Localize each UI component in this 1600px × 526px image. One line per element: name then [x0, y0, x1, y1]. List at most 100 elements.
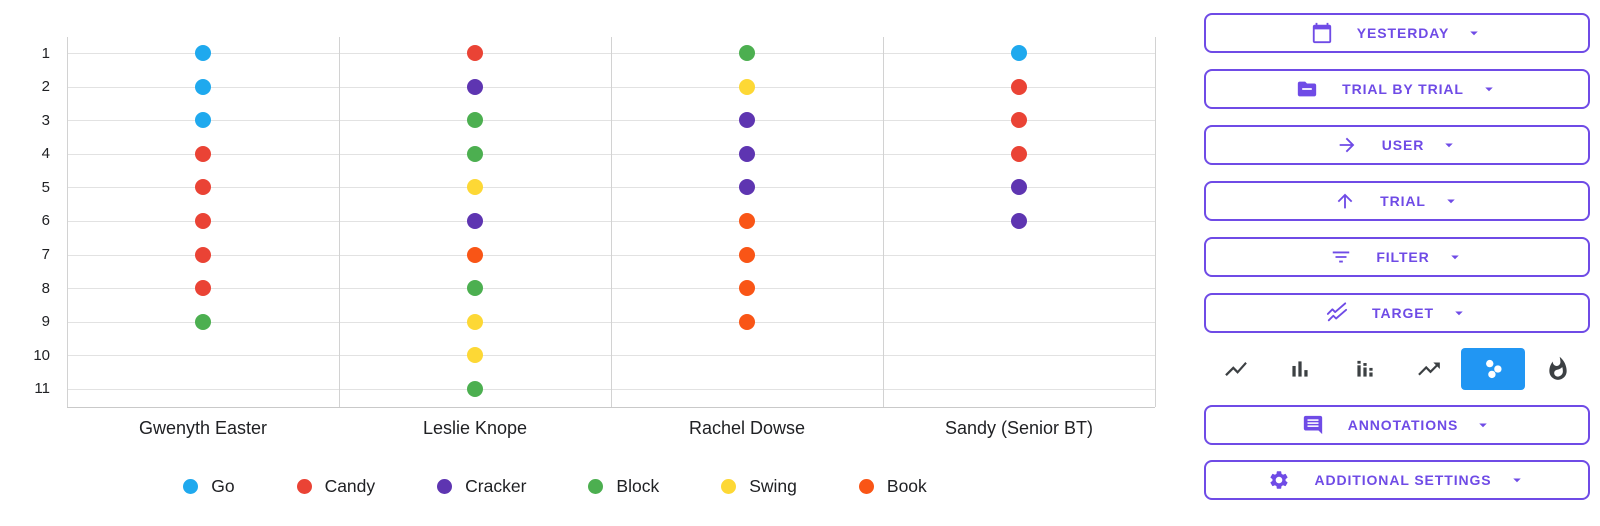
data-dot[interactable] [467, 145, 483, 162]
data-dot[interactable] [1011, 45, 1027, 62]
data-dot[interactable] [739, 112, 755, 129]
row-label: 3 [41, 111, 50, 129]
data-dot[interactable] [739, 179, 755, 196]
legend-dot [296, 479, 312, 494]
v-gridline [339, 37, 340, 407]
legend-item[interactable]: Book [858, 476, 927, 497]
data-dot[interactable] [195, 45, 211, 62]
target-label: TARGET [1372, 305, 1434, 321]
data-dot[interactable] [467, 45, 483, 62]
column-label: Rachel Dowse [688, 418, 806, 438]
legend-item[interactable]: Cracker [437, 476, 526, 497]
data-dot[interactable] [467, 380, 483, 397]
chevron-down-icon [1442, 192, 1460, 210]
chevron-down-icon [1465, 24, 1483, 42]
v-gridline [883, 37, 884, 407]
legend-item[interactable]: Block [588, 476, 659, 497]
x-axis-line [67, 407, 1155, 408]
row-label: 5 [41, 178, 50, 196]
column-label: Sandy (Senior BT) [944, 418, 1094, 438]
trial-by-trial-label: TRIAL BY TRIAL [1342, 81, 1464, 97]
legend-label: Swing [749, 476, 797, 496]
data-dot[interactable] [467, 112, 483, 129]
data-dot[interactable] [195, 145, 211, 162]
data-dot[interactable] [1011, 112, 1027, 129]
row-label: 2 [41, 78, 50, 96]
data-dot[interactable] [1011, 179, 1027, 196]
row-label: 4 [41, 145, 50, 163]
legend-dot [588, 479, 604, 494]
trial-label: TRIAL [1380, 193, 1426, 209]
legend-item[interactable]: Candy [296, 476, 376, 497]
annotations-button[interactable]: ANNOTATIONS [1204, 405, 1590, 445]
data-dot[interactable] [195, 313, 211, 330]
legend-dot [183, 479, 199, 494]
gear-icon [1268, 469, 1290, 491]
line-chart-icon[interactable] [1204, 346, 1268, 392]
bar-chart-icon[interactable] [1268, 346, 1332, 392]
legend-label: Book [886, 476, 927, 496]
data-dot[interactable] [467, 313, 483, 330]
data-dot[interactable] [739, 45, 755, 62]
chevron-down-icon [1450, 304, 1468, 322]
data-dot[interactable] [739, 313, 755, 330]
legend-dot [721, 479, 737, 494]
row-label: 6 [41, 212, 50, 230]
user-button[interactable]: USER [1204, 125, 1590, 165]
data-dot[interactable] [739, 78, 755, 95]
data-dot[interactable] [739, 212, 755, 229]
data-dot[interactable] [739, 280, 755, 297]
data-dot[interactable] [467, 347, 483, 364]
trial-scatter-chart: 1 2 3 4 5 6 7 8 9 10 11 Gwenyth Easter Leslie Knope… [33, 37, 1156, 497]
row-label: 7 [41, 246, 50, 263]
filter-button[interactable]: FILTER [1204, 237, 1590, 277]
legend-label: Cracker [465, 476, 527, 496]
user-label: USER [1381, 137, 1425, 153]
data-dot[interactable] [195, 280, 211, 297]
data-dot[interactable] [195, 112, 211, 129]
flame-icon[interactable] [1526, 346, 1590, 392]
chevron-down-icon [1440, 136, 1458, 154]
chevron-down-icon [1508, 471, 1526, 489]
chart-type-selector [1204, 346, 1590, 392]
annotations-label: ANNOTATIONS [1347, 417, 1459, 433]
chevron-down-icon [1480, 80, 1498, 98]
arrow-up-icon [1334, 190, 1356, 212]
scatter-chart-icon[interactable] [1461, 346, 1526, 392]
chevron-down-icon [1446, 248, 1464, 266]
data-dot[interactable] [467, 280, 483, 297]
data-dot[interactable] [467, 179, 483, 196]
target-button[interactable]: TARGET [1204, 293, 1590, 333]
yesterday-label: YESTERDAY [1356, 25, 1450, 41]
data-dot[interactable] [195, 212, 211, 229]
segmented-bar-chart-icon[interactable] [1333, 346, 1397, 392]
data-dot[interactable] [195, 246, 211, 263]
settings-panel: YESTERDAY TRIAL BY TRIAL USER [1160, 0, 1600, 526]
row-label: 8 [41, 279, 50, 297]
trial-by-trial-button[interactable]: TRIAL BY TRIAL [1204, 69, 1590, 109]
selected-chart-type-tile [1461, 348, 1526, 390]
data-dot[interactable] [1011, 145, 1027, 162]
data-dot[interactable] [739, 246, 755, 263]
legend-label: Candy [324, 476, 376, 496]
chevron-down-icon [1474, 416, 1492, 434]
filter-icon [1330, 246, 1352, 268]
data-dot[interactable] [467, 212, 483, 229]
yesterday-button[interactable]: YESTERDAY [1204, 13, 1590, 53]
legend-item[interactable]: Swing [721, 476, 797, 497]
data-dot[interactable] [467, 246, 483, 263]
data-dot[interactable] [195, 179, 211, 196]
trending-up-icon[interactable] [1397, 346, 1461, 392]
v-gridline [611, 37, 612, 407]
data-dot[interactable] [195, 78, 211, 95]
column-label: Gwenyth Easter [138, 418, 268, 438]
data-dot[interactable] [739, 145, 755, 162]
legend-item[interactable]: Go [183, 476, 235, 497]
data-dot[interactable] [467, 78, 483, 95]
multiline-chart-icon [1326, 302, 1348, 324]
data-dot[interactable] [1011, 78, 1027, 95]
additional-settings-button[interactable]: ADDITIONAL SETTINGS [1204, 460, 1590, 500]
data-dot[interactable] [1011, 212, 1027, 229]
trial-button[interactable]: TRIAL [1204, 181, 1590, 221]
